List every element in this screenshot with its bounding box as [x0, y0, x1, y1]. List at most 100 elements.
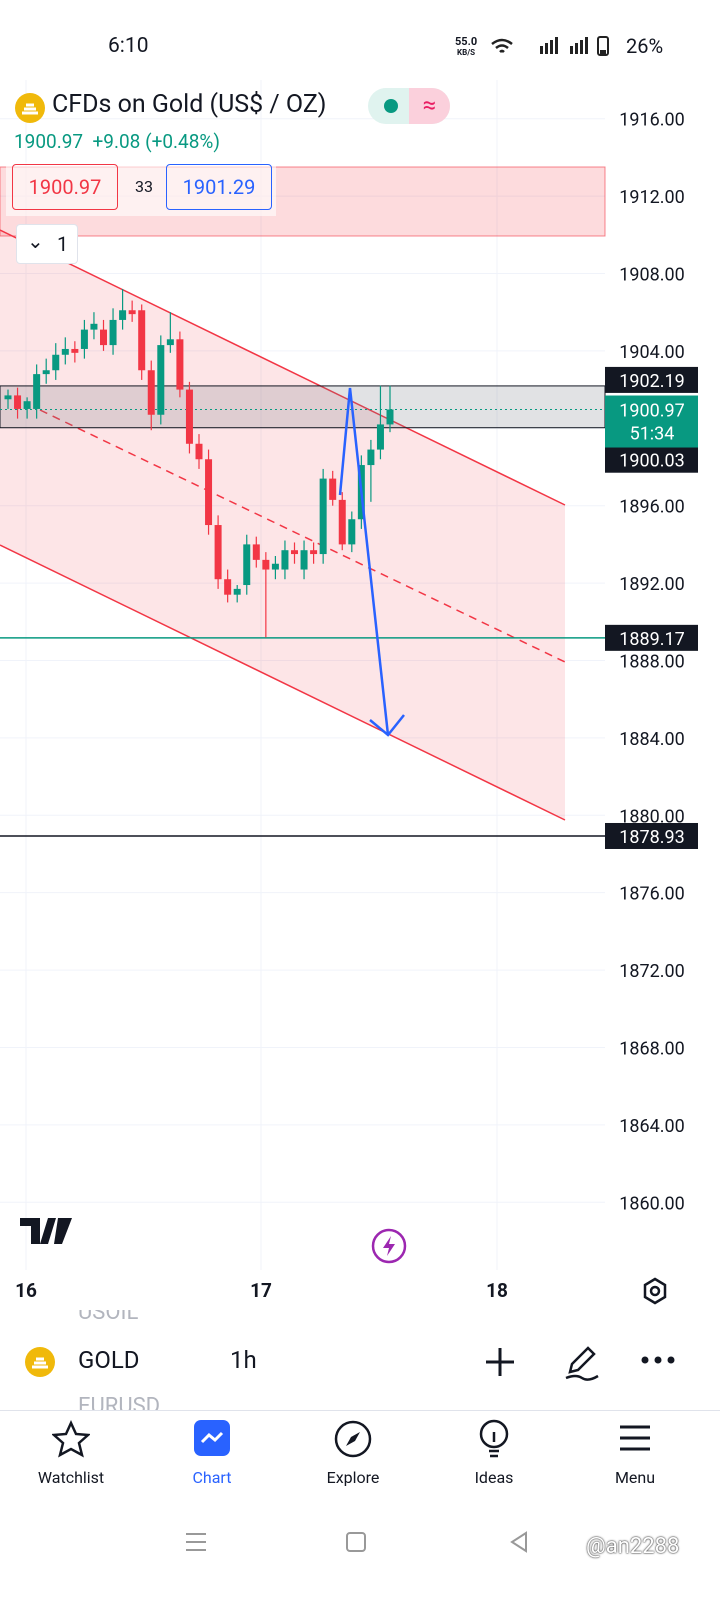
- support-label-bg: [605, 624, 698, 651]
- candle-body: [271, 563, 279, 570]
- net-speed: 55.0 KB/S: [455, 36, 477, 58]
- zone-top-label-bg: [605, 366, 698, 393]
- price-change: +9.08 (+0.48%): [92, 130, 220, 153]
- compass-icon: [334, 1420, 372, 1458]
- candle-body: [386, 409, 394, 425]
- channel-fill: [0, 230, 565, 820]
- system-nav: [186, 1531, 527, 1553]
- candle-body: [300, 550, 308, 570]
- menu-icon: [620, 1425, 650, 1451]
- y-tick-label: 1864.00: [619, 1116, 684, 1137]
- candle-body: [109, 319, 117, 346]
- y-tick-label: 1908.00: [619, 264, 684, 285]
- next-symbol[interactable]: EURUSD: [78, 1394, 161, 1411]
- prev-symbol[interactable]: USOIL: [78, 1310, 139, 1325]
- candle-body: [185, 389, 193, 444]
- symbol-title: CFDs on Gold (US$ / OZ): [52, 90, 327, 119]
- tv-logo: [20, 1218, 72, 1244]
- arrow-head: [369, 714, 405, 737]
- zone-bottom-label-bg: [605, 446, 698, 473]
- x-tick-label: 18: [486, 1279, 508, 1302]
- y-tick-label: 1916.00: [619, 110, 684, 131]
- candle-body: [367, 449, 375, 466]
- zone-bottom-label: 1900.03: [619, 451, 684, 472]
- y-tick-label: 1884.00: [619, 729, 684, 750]
- candle-body: [310, 550, 318, 555]
- y-tick-label: 1880.00: [619, 806, 684, 827]
- nav-label: Watchlist: [37, 1468, 105, 1487]
- candle-body: [157, 345, 165, 415]
- support-label: 1889.17: [619, 629, 684, 650]
- symbol-toolbar: USOIL GOLD 1h EURUSD: [0, 1310, 720, 1411]
- candle-body: [42, 370, 50, 375]
- candle-body: [338, 499, 346, 545]
- candle-body: [243, 544, 251, 586]
- collapse-button[interactable]: ⌄ 1: [16, 224, 78, 264]
- symbol[interactable]: GOLD: [78, 1346, 140, 1374]
- target-label: 1878.93: [619, 827, 684, 848]
- candle-body: [14, 395, 22, 409]
- y-tick-label: 1896.00: [619, 497, 684, 518]
- candle-body: [195, 443, 203, 460]
- status-icons: [491, 36, 609, 56]
- candle-body: [176, 339, 184, 390]
- chevron: ⌄: [27, 229, 44, 253]
- channel-lower: [0, 544, 566, 821]
- candle-body: [61, 348, 69, 355]
- candle-body: [119, 310, 127, 320]
- chart: 1916.001912.001908.001904.001900.001896.…: [0, 80, 698, 1302]
- forecast-arrow: [338, 387, 390, 736]
- y-tick-label: 1876.00: [619, 884, 684, 905]
- current-price-label: 1900.97: [619, 401, 684, 422]
- candle-body: [233, 588, 241, 595]
- candle-body: [90, 323, 98, 330]
- lightning-button[interactable]: [371, 1228, 407, 1264]
- nav-label: Menu: [614, 1468, 656, 1487]
- market-open-dot: [384, 99, 398, 113]
- candle-body: [348, 519, 356, 545]
- candle-body: [252, 544, 260, 560]
- y-tick-label: 1904.00: [619, 342, 684, 363]
- candle-body: [205, 459, 213, 526]
- spread: 33: [135, 177, 153, 196]
- candle-body: [80, 329, 88, 349]
- countdown-label: 51:34: [630, 424, 675, 445]
- y-tick-label: 1892.00: [619, 574, 684, 595]
- chart-icon: [194, 1420, 230, 1456]
- y-tick-label: 1868.00: [619, 1038, 684, 1059]
- add-button[interactable]: [484, 1346, 516, 1378]
- settings-button[interactable]: [640, 1276, 670, 1306]
- nav-label: Explore: [326, 1468, 380, 1487]
- last-price: 1900.97 +9.08 (+0.48%): [14, 130, 220, 153]
- candle-body: [319, 478, 327, 555]
- candle-body: [128, 310, 136, 315]
- nav-label: Ideas: [474, 1468, 514, 1487]
- star-icon: [52, 1420, 90, 1458]
- candle-body: [71, 348, 79, 353]
- y-tick-label: 1888.00: [619, 651, 684, 672]
- symbol-header: CFDs on Gold (US$ / OZ) ≈ 1900.97 +9.08 …: [0, 84, 605, 264]
- nav-menu[interactable]: Menu: [580, 1410, 690, 1510]
- zone-top-label: 1902.19: [619, 371, 684, 392]
- candle-body: [147, 370, 155, 415]
- status-pill[interactable]: ≈: [368, 88, 450, 124]
- speed-unit: KB/S: [457, 48, 476, 57]
- draw-button[interactable]: [562, 1342, 602, 1382]
- bid-button[interactable]: 1900.97: [12, 164, 118, 210]
- candle-body: [100, 329, 107, 346]
- nav-watchlist[interactable]: Watchlist: [16, 1410, 126, 1510]
- candle-body: [281, 550, 289, 570]
- candle-body: [224, 579, 232, 595]
- ask-button[interactable]: 1901.29: [166, 164, 272, 210]
- candle-body: [329, 478, 337, 500]
- more-button[interactable]: [640, 1354, 676, 1366]
- watermark: @an2288: [586, 1534, 680, 1559]
- nav-chart[interactable]: Chart: [157, 1410, 267, 1510]
- candle-body: [4, 395, 12, 400]
- nav-ideas[interactable]: Ideas: [439, 1410, 549, 1510]
- interval[interactable]: 1h: [230, 1346, 257, 1374]
- nav-explore[interactable]: Explore: [298, 1410, 408, 1510]
- y-tick-label: 1860.00: [619, 1193, 684, 1214]
- collapse-count: 1: [57, 232, 69, 256]
